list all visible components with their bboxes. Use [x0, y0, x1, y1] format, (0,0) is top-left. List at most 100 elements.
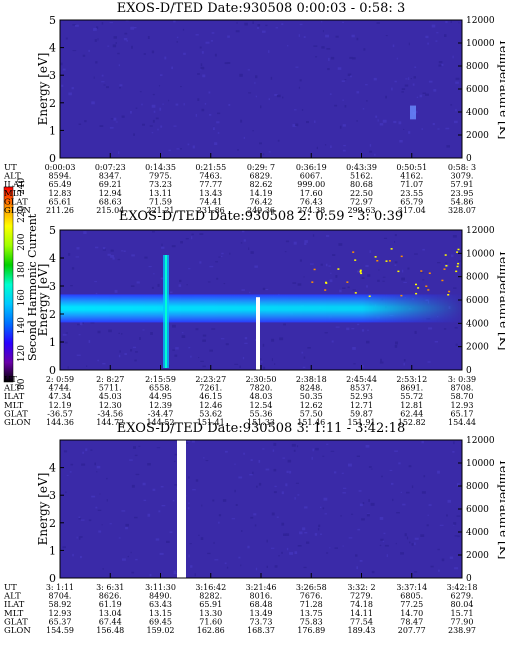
- row-value: 7279.: [350, 592, 373, 601]
- noise-speck: [259, 142, 262, 145]
- noise-speck: [420, 272, 424, 274]
- noise-speck: [361, 277, 365, 279]
- row-value: 12.83: [49, 189, 72, 198]
- noise-speck: [109, 22, 113, 24]
- noise-speck: [173, 125, 177, 127]
- noise-speck: [322, 30, 324, 33]
- noise-speck: [445, 127, 450, 130]
- noise-speck: [217, 112, 221, 115]
- noise-speck: [102, 248, 106, 251]
- noise-speck: [426, 524, 429, 527]
- noise-speck: [161, 246, 165, 249]
- noise-speck: [306, 541, 310, 544]
- noise-speck: [272, 449, 275, 452]
- noise-speck: [436, 32, 439, 34]
- noise-speck: [125, 20, 129, 22]
- row-value: 82.62: [250, 180, 273, 189]
- noise-speck: [115, 42, 117, 44]
- noise-speck: [302, 527, 306, 531]
- noise-speck: [301, 351, 304, 354]
- row-value: 151.46: [297, 418, 325, 427]
- noise-speck: [173, 572, 178, 575]
- noise-speck: [289, 470, 292, 474]
- noise-speck: [408, 42, 410, 46]
- noise-speck: [83, 231, 87, 234]
- sparkle: [354, 292, 357, 294]
- row-value: 47.34: [49, 392, 72, 401]
- row-label: UT: [4, 163, 17, 173]
- noise-speck: [454, 326, 458, 329]
- y2-tick-label: 4000: [466, 319, 489, 329]
- noise-speck: [76, 247, 80, 250]
- noise-speck: [147, 463, 151, 466]
- row-value: 999.00: [297, 180, 325, 189]
- noise-speck: [451, 254, 454, 257]
- noise-speck: [200, 66, 205, 70]
- noise-speck: [220, 338, 225, 340]
- noise-speck: [213, 541, 215, 544]
- colorbar-label: Second Harmonic Current: [26, 213, 39, 361]
- noise-speck: [81, 463, 86, 466]
- row-label: ALT: [3, 592, 21, 602]
- noise-speck: [218, 514, 222, 517]
- row-value: 215.04: [96, 206, 124, 215]
- sparkle: [448, 290, 451, 293]
- y-tick-label: 5: [49, 14, 56, 27]
- sparkle: [441, 279, 444, 282]
- row-value: 2:53:12: [396, 375, 427, 384]
- noise-speck: [401, 269, 404, 273]
- row-value: 152.82: [398, 418, 426, 427]
- noise-speck: [135, 107, 138, 109]
- row-value: 8691.: [400, 384, 423, 393]
- noise-speck: [257, 27, 259, 29]
- noise-speck: [349, 56, 354, 59]
- row-value: 231.86: [197, 206, 225, 215]
- noise-speck: [243, 136, 245, 139]
- noise-speck: [241, 230, 245, 233]
- noise-speck: [60, 62, 63, 66]
- row-value: 159.02: [147, 626, 175, 635]
- noise-speck: [109, 127, 114, 129]
- row-value: 74.18: [350, 600, 373, 609]
- noise-speck: [330, 56, 335, 60]
- noise-speck: [242, 357, 245, 360]
- noise-speck: [106, 477, 108, 480]
- y2-tick-label: 12000: [466, 226, 495, 236]
- noise-speck: [152, 488, 156, 491]
- row-value: 5162.: [350, 172, 373, 181]
- noise-speck: [312, 234, 315, 237]
- row-value: 8282.: [199, 592, 222, 601]
- row-value: 151.33: [247, 418, 275, 427]
- noise-speck: [119, 84, 123, 87]
- noise-speck: [76, 536, 78, 539]
- y-tick-label: 1: [49, 336, 56, 349]
- y2-tick-label: 0: [466, 366, 472, 376]
- noise-speck: [316, 146, 318, 150]
- row-value: 8490.: [149, 592, 172, 601]
- noise-speck: [446, 514, 448, 517]
- noise-speck: [96, 26, 99, 29]
- noise-speck: [295, 66, 299, 68]
- noise-speck: [186, 441, 189, 444]
- noise-speck: [453, 522, 457, 525]
- y-axis-label: Energy [eV]: [36, 53, 50, 126]
- sparkle: [346, 281, 349, 283]
- row-value: 207.77: [398, 626, 426, 635]
- noise-speck: [306, 121, 309, 124]
- row-value: 0:21:55: [195, 163, 226, 172]
- noise-speck: [252, 471, 254, 475]
- row-value: 0:00:03: [45, 163, 76, 172]
- noise-speck: [159, 107, 162, 111]
- noise-speck: [342, 287, 346, 289]
- noise-speck: [420, 534, 425, 537]
- row-value: 75.83: [300, 617, 323, 626]
- noise-speck: [157, 128, 159, 131]
- row-value: 7820.: [250, 384, 273, 393]
- noise-speck: [113, 117, 117, 121]
- noise-speck: [130, 111, 132, 114]
- noise-speck: [138, 445, 141, 447]
- noise-speck: [234, 363, 239, 365]
- noise-speck: [262, 30, 266, 33]
- noise-speck: [286, 470, 289, 473]
- panel-title: EXOS-D/TED Date:930508 2: 0:59 - 3: 0:39: [119, 209, 403, 224]
